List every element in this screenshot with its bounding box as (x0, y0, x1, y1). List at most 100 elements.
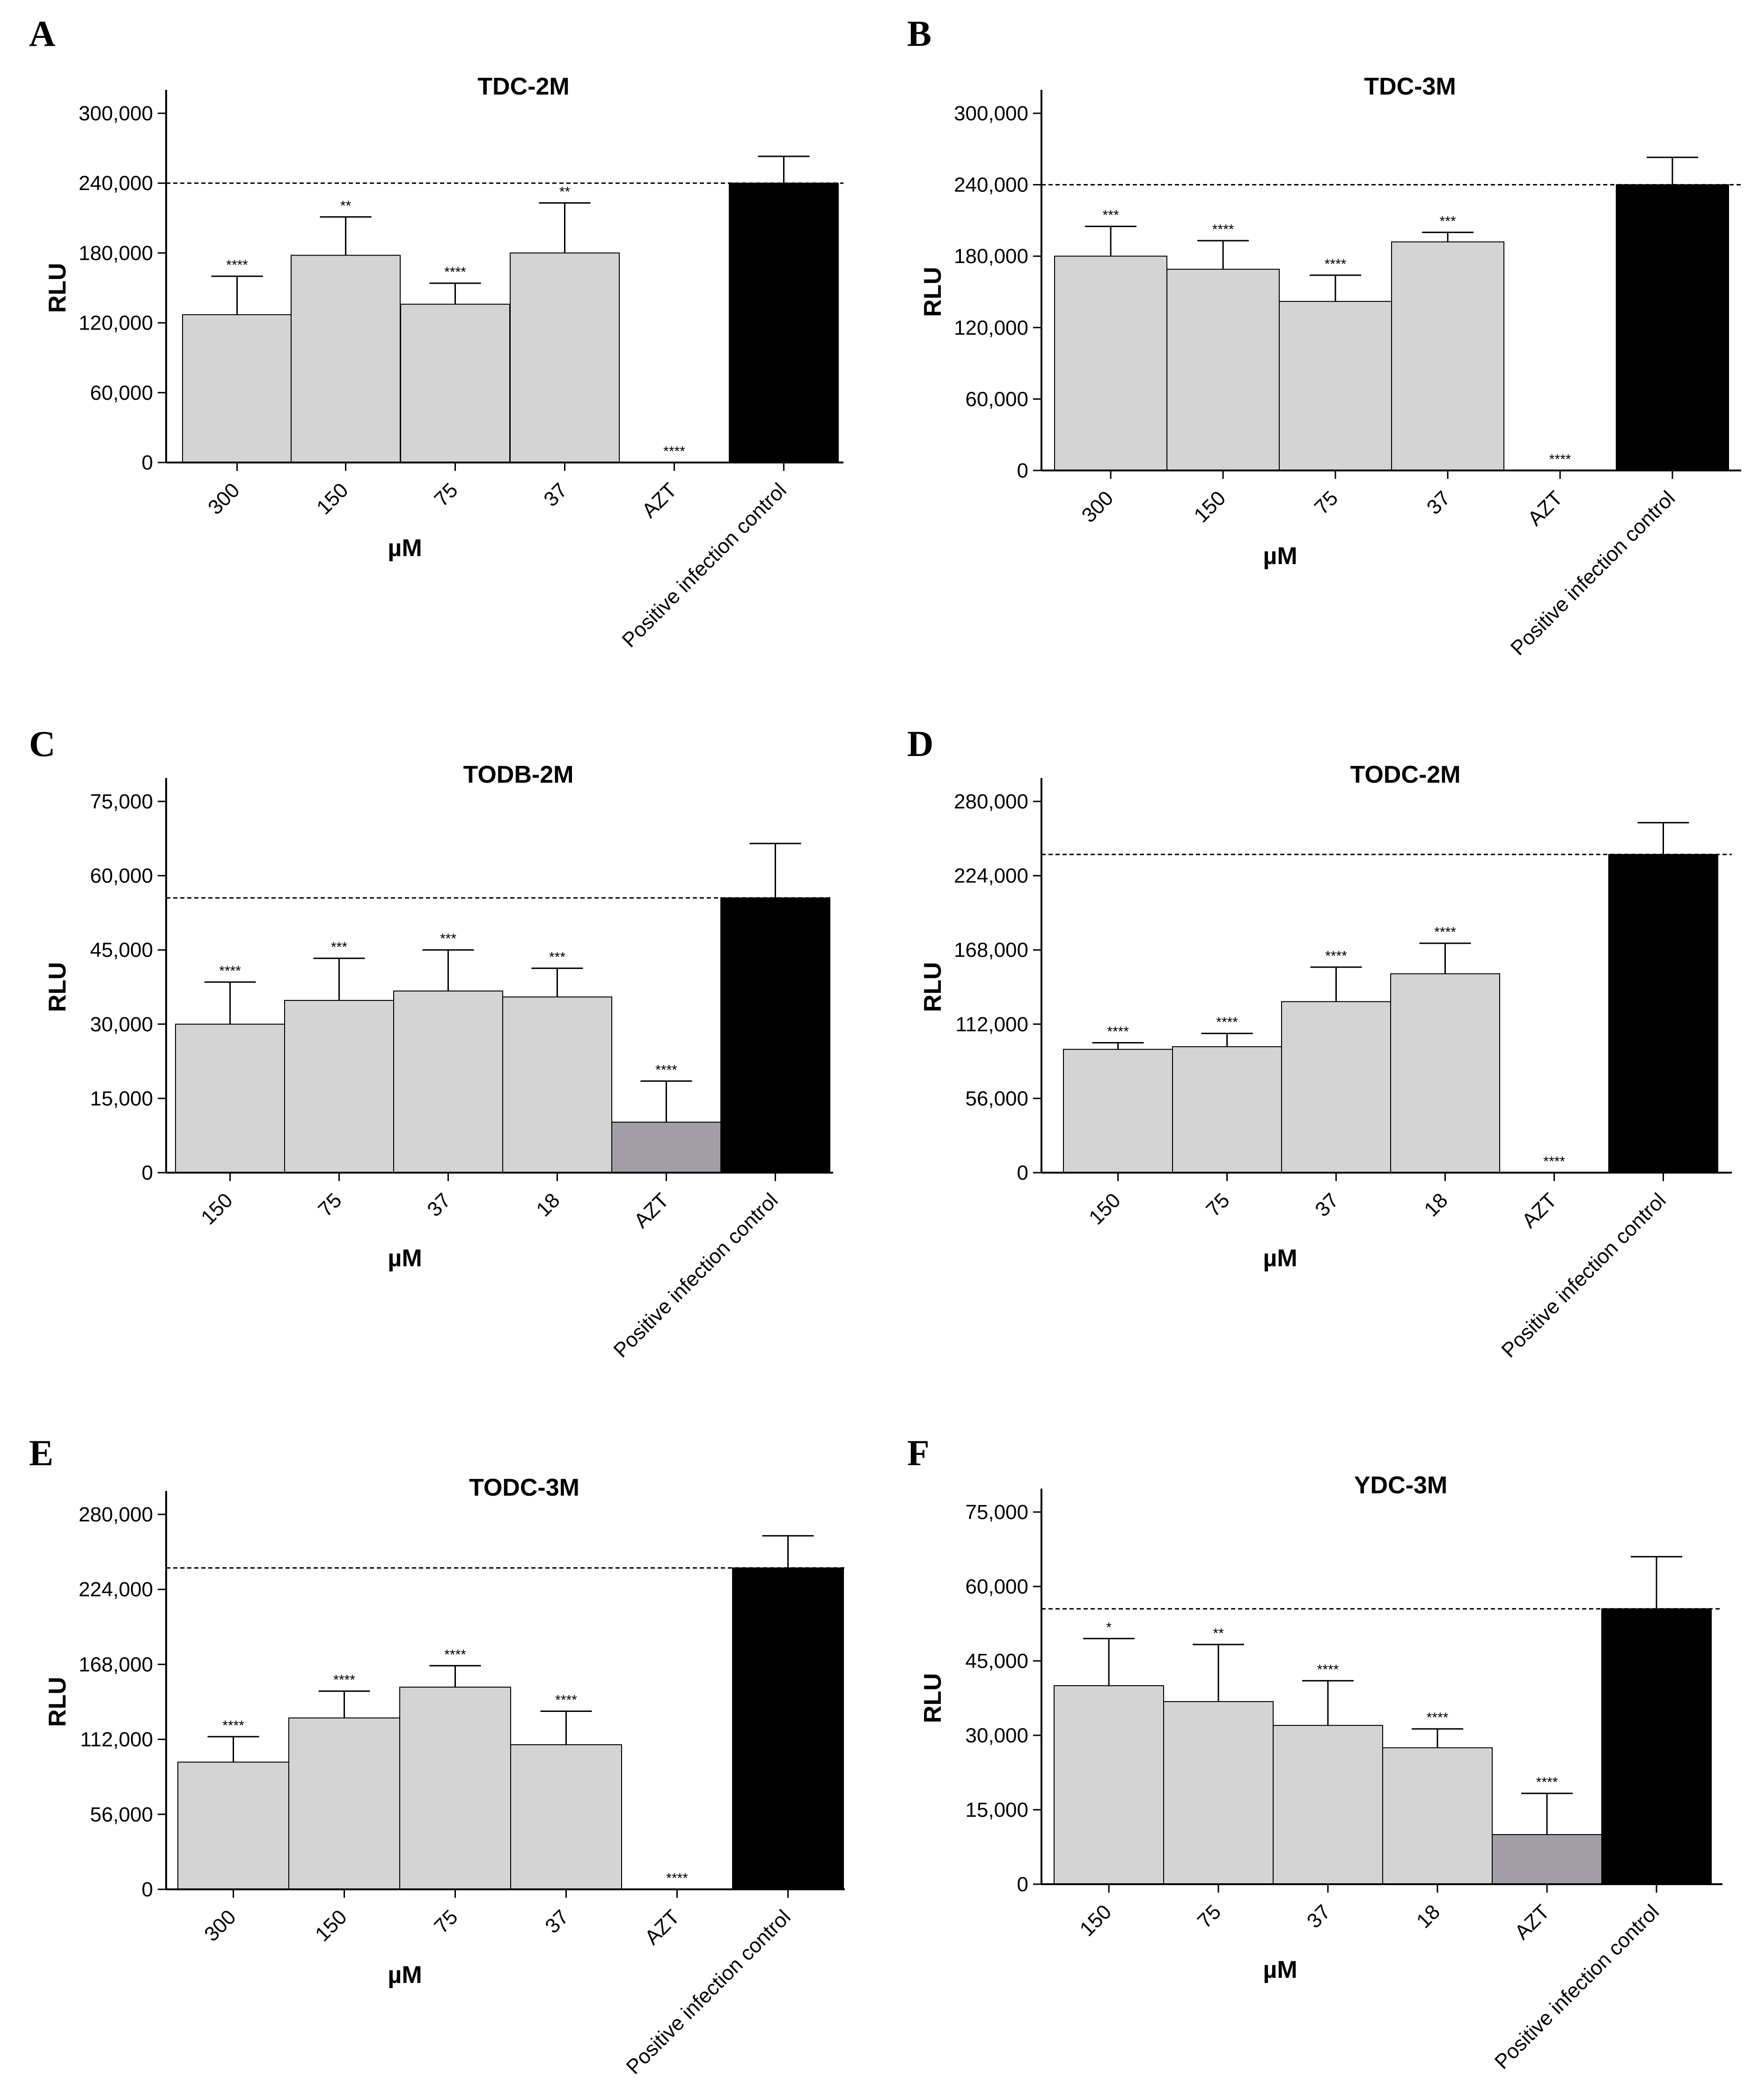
significance-label: **** (1317, 1662, 1339, 1677)
significance-label: **** (1536, 1775, 1558, 1790)
bar (399, 1687, 511, 1890)
significance-label: **** (1427, 1710, 1449, 1726)
y-tick-label: 300,000 (79, 102, 153, 125)
category-label: 18 (1420, 1189, 1452, 1221)
y-tick-label: 45,000 (90, 939, 153, 962)
significance-label: **** (555, 1693, 577, 1708)
y-tick-label: 0 (142, 451, 153, 474)
chart-title: TDC-3M (1364, 73, 1456, 100)
significance-label: **** (1325, 948, 1347, 964)
y-tick-label: 280,000 (79, 1503, 153, 1526)
significance-label: ** (1213, 1626, 1224, 1641)
bar (1279, 301, 1392, 471)
bar (1616, 184, 1729, 471)
bar (1281, 1001, 1391, 1173)
category-label: 75 (1193, 1900, 1225, 1932)
chart-panel-a: ATDC-2M****300**150****75**37****AZTPosi… (29, 13, 843, 652)
category-label: 300 (204, 478, 244, 519)
y-tick-label: 240,000 (79, 172, 153, 195)
bar (1390, 973, 1500, 1173)
x-axis-label: µM (388, 535, 422, 562)
y-tick-label: 30,000 (965, 1724, 1028, 1747)
significance-label: *** (331, 940, 347, 955)
chart-panel-d: D TODC-2M **** 150 **** 75 **** 37 **** 18 **** AZT… (907, 723, 1732, 1362)
category-label: 75 (1202, 1189, 1234, 1221)
category-label: 150 (1190, 486, 1231, 527)
bar (177, 1762, 289, 1890)
category-label: 37 (1311, 1189, 1343, 1221)
chart-panel-b: BTDC-3M***300****150****75***37****AZTPo… (907, 13, 1741, 660)
y-tick-label: 75,000 (965, 1501, 1028, 1524)
category-label: AZT (638, 478, 681, 522)
y-tick-label: 60,000 (965, 1575, 1028, 1598)
chart-title: TDC-2M (477, 73, 569, 100)
category-label: AZT (1517, 1189, 1561, 1232)
y-tick-label: 15,000 (90, 1087, 153, 1110)
y-axis-label: RLU (919, 1673, 946, 1723)
y-tick-label: 0 (1017, 1873, 1028, 1896)
x-axis-label: µM (1263, 1956, 1297, 1983)
bar (1166, 269, 1280, 471)
y-tick-label: 30,000 (90, 1013, 153, 1036)
bar (182, 314, 292, 463)
significance-label: *** (440, 931, 456, 947)
bar (1608, 854, 1718, 1174)
bar (1054, 1685, 1164, 1885)
significance-label: * (1106, 1620, 1112, 1635)
bar (502, 996, 612, 1174)
bar (720, 897, 830, 1174)
significance-label: *** (1102, 208, 1119, 223)
bar (1163, 1701, 1274, 1885)
category-label: 75 (430, 478, 462, 511)
significance-label: **** (663, 444, 685, 459)
bar (175, 1023, 285, 1174)
bar (1382, 1747, 1493, 1885)
bar (400, 303, 510, 463)
category-label: 300 (200, 1905, 241, 1946)
y-axis-label: RLU (44, 962, 71, 1012)
panel-letter: D (907, 723, 933, 764)
category-label: AZT (640, 1905, 684, 1949)
category-label: 150 (197, 1189, 237, 1229)
category-label: 75 (1310, 486, 1342, 519)
category-label: 300 (1077, 486, 1118, 527)
panel-letter: B (907, 13, 931, 54)
significance-label: **** (1549, 452, 1571, 467)
bar (1172, 1046, 1282, 1174)
category-label: 150 (311, 1905, 352, 1946)
bar (729, 183, 839, 463)
y-tick-label: 240,000 (954, 174, 1028, 197)
y-tick-label: 168,000 (79, 1653, 153, 1676)
significance-label: **** (222, 1718, 244, 1733)
category-label: 150 (1085, 1189, 1125, 1229)
y-axis-label: RLU (44, 1677, 71, 1727)
y-tick-label: 180,000 (79, 242, 153, 264)
y-tick-label: 0 (1017, 459, 1028, 482)
panel-letter: C (29, 723, 55, 764)
category-label: 37 (541, 1905, 573, 1938)
significance-label: **** (1216, 1015, 1238, 1030)
chart-panel-c: CTODB-2M****150***75***37***18****AZTPos… (29, 723, 833, 1362)
category-label: 18 (1412, 1900, 1444, 1932)
y-tick-label: 56,000 (90, 1803, 153, 1826)
significance-label: **** (219, 963, 241, 979)
significance-label: *** (549, 949, 565, 965)
y-tick-label: 168,000 (954, 939, 1028, 962)
y-axis-label: RLU (919, 962, 946, 1012)
bar (1391, 241, 1504, 471)
x-axis-label: µM (388, 1245, 422, 1272)
bar (1063, 1049, 1173, 1173)
chart-title: TODC-3M (469, 1474, 579, 1501)
bar (510, 1744, 622, 1890)
significance-label: **** (1543, 1154, 1565, 1169)
y-tick-label: 15,000 (965, 1799, 1028, 1821)
y-tick-label: 0 (1017, 1161, 1028, 1184)
x-axis-label: µM (1263, 1245, 1297, 1272)
category-label: 75 (430, 1905, 462, 1938)
significance-label: **** (226, 257, 248, 273)
category-label: AZT (1510, 1900, 1554, 1944)
y-tick-label: 56,000 (965, 1087, 1028, 1110)
bar (393, 990, 503, 1174)
bar (288, 1717, 400, 1890)
